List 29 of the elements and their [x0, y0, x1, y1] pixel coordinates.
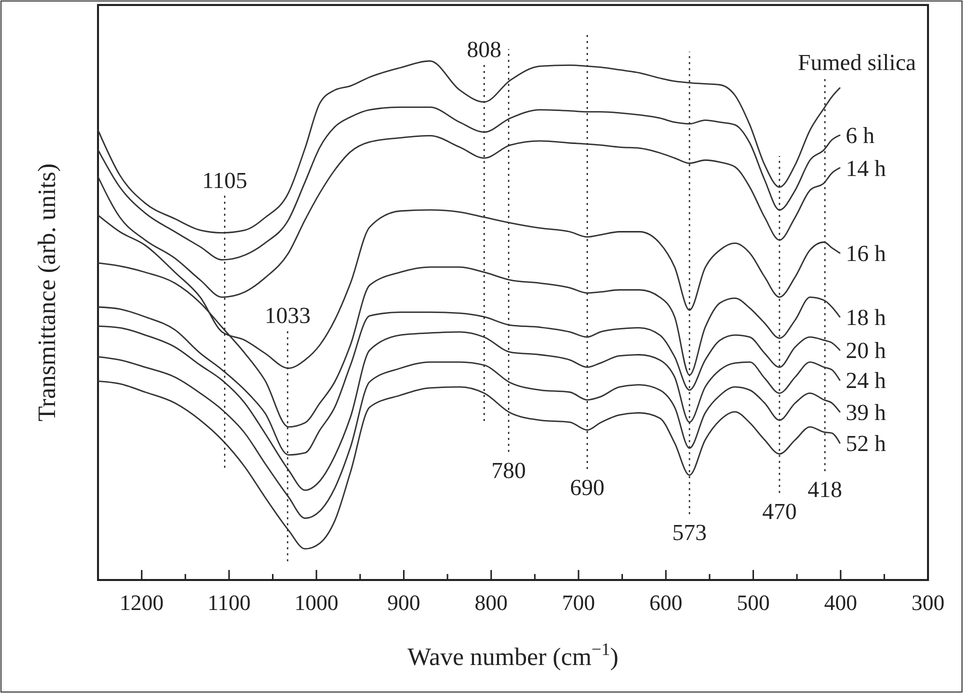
x-tick-label: 500	[736, 590, 770, 615]
series-label: 20 h	[846, 338, 887, 364]
x-tick-label: 700	[562, 590, 596, 615]
x-tick-label: 900	[387, 590, 420, 615]
series-label: 6 h	[846, 123, 876, 148]
series-label: 16 h	[846, 241, 887, 266]
x-tick-label: 400	[824, 590, 858, 615]
series-label: Fumed silica	[798, 50, 916, 75]
x-tick-label: 300	[912, 590, 944, 615]
x-axis-title: Wave number (cm$^{−1}$)	[408, 639, 618, 671]
annotation: 470	[762, 498, 797, 524]
annotation: 808	[466, 37, 502, 62]
series-label: 24 h	[846, 368, 887, 394]
x-tick-label: 600	[649, 590, 682, 615]
series-label: 52 h	[846, 430, 887, 456]
annotation: 573	[672, 520, 707, 546]
y-axis-title: Transmittance (arb. units)	[34, 163, 61, 422]
annotation: 780	[491, 458, 526, 483]
annotation: 1105	[202, 168, 248, 193]
x-tick-label: 1200	[120, 590, 164, 615]
x-tick-label: 1100	[207, 590, 251, 615]
annotation: 418	[808, 477, 842, 502]
annotation: 1033	[264, 303, 311, 328]
series-label: 14 h	[846, 156, 887, 181]
x-tick-label: 800	[474, 590, 508, 615]
annotation: 690	[570, 475, 605, 500]
x-tick-label: 1000	[294, 590, 338, 615]
series-label: 18 h	[846, 304, 887, 330]
series-label: 39 h	[846, 400, 887, 425]
